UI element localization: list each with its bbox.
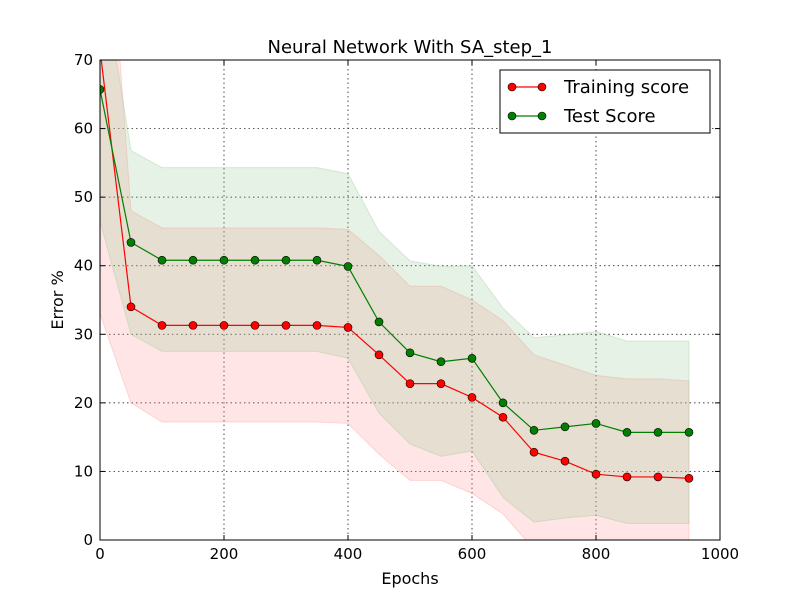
point-series-0: [157, 321, 167, 330]
point-series-1: [312, 255, 322, 265]
x-tick-label: 1000: [701, 545, 739, 563]
legend-label-training: Training score: [563, 77, 689, 98]
y-axis-label: Error %: [48, 270, 67, 329]
band-series-1: [100, 60, 690, 525]
legend-marker-training: [507, 82, 517, 92]
y-tick-label: 30: [74, 325, 93, 343]
series-lines: [100, 60, 694, 483]
point-series-1: [684, 428, 694, 437]
point-series-1: [343, 262, 353, 271]
point-series-0: [498, 412, 508, 422]
y-tick-label: 20: [74, 394, 93, 412]
point-series-1: [653, 428, 663, 437]
legend-marker-training: [537, 82, 547, 92]
plot-area: [100, 60, 720, 540]
point-series-0: [343, 323, 353, 332]
point-series-0: [312, 321, 322, 330]
legend-label-test: Test Score: [563, 106, 656, 127]
point-series-0: [529, 447, 539, 457]
legend-marker-test: [507, 111, 517, 121]
point-series-0: [405, 379, 415, 388]
point-series-1: [374, 317, 384, 327]
legend-marker-test: [537, 111, 547, 121]
point-series-0: [188, 321, 198, 330]
y-tick-label: 60: [74, 120, 93, 138]
band-series-0: [100, 60, 690, 540]
point-series-1: [622, 428, 632, 437]
confidence-bands: [100, 60, 690, 540]
point-series-0: [622, 472, 632, 482]
y-tick-label: 40: [74, 257, 93, 275]
x-axis-label: Epochs: [381, 569, 438, 588]
point-series-0: [653, 472, 663, 482]
point-series-1: [157, 255, 167, 265]
x-tick-label: 200: [210, 545, 239, 563]
x-tick-label: 600: [458, 545, 487, 563]
point-series-0: [467, 393, 477, 402]
point-series-1: [281, 255, 291, 265]
point-series-1: [188, 255, 198, 265]
point-series-0: [219, 321, 229, 330]
point-series-1: [498, 398, 508, 408]
legend-box: [499, 69, 711, 134]
point-series-0: [126, 302, 136, 312]
y-tick-label: 70: [74, 51, 93, 69]
point-series-0: [560, 456, 570, 466]
y-tick-label: 0: [83, 531, 93, 549]
point-series-0: [281, 321, 291, 330]
point-series-1: [467, 353, 477, 363]
point-series-0: [250, 321, 260, 330]
legend: Training score Test Score: [499, 69, 711, 134]
y-tick-label: 10: [74, 462, 93, 480]
x-tick-label: 800: [582, 545, 611, 563]
line-series-0: [100, 60, 690, 479]
point-series-0: [436, 379, 446, 388]
y-tick-label: 50: [74, 188, 93, 206]
x-tick-label: 0: [95, 545, 105, 563]
point-series-1: [436, 357, 446, 367]
point-series-1: [100, 85, 105, 94]
point-series-1: [250, 255, 260, 265]
point-series-1: [529, 425, 539, 435]
point-series-1: [405, 348, 415, 358]
point-series-0: [591, 469, 601, 479]
line-series-1: [100, 89, 689, 433]
point-series-1: [591, 419, 601, 428]
point-series-0: [374, 350, 384, 360]
point-series-1: [219, 255, 229, 265]
point-series-1: [126, 238, 136, 247]
point-series-0: [684, 473, 694, 483]
x-tick-label: 400: [334, 545, 363, 563]
axis-ticks: 0 200 400 600 800 1000 0 10 20 30 40 50 60 70: [74, 51, 739, 563]
grid: [100, 60, 720, 540]
plot-frame: [99, 59, 721, 541]
point-series-1: [560, 422, 570, 432]
chart-title: Neural Network With SA_step_1: [267, 37, 552, 58]
